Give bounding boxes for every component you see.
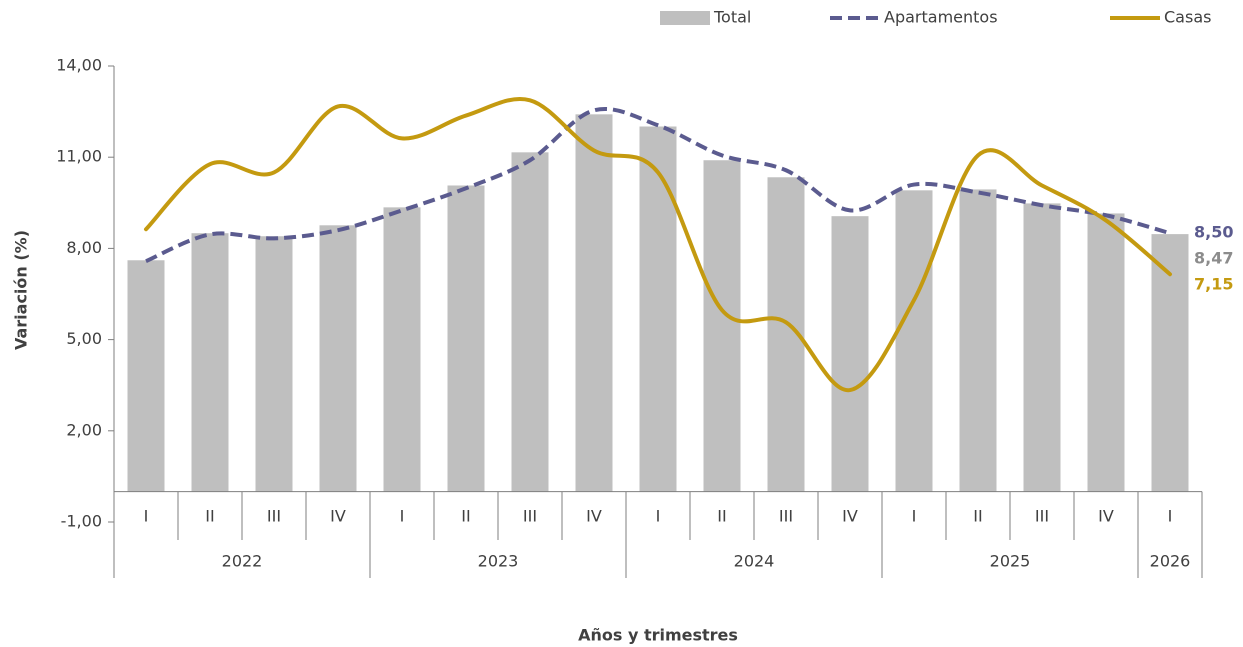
- bar: [255, 236, 293, 492]
- x-tick-label: I: [144, 506, 149, 525]
- bar: [575, 114, 613, 492]
- bar: [831, 216, 869, 492]
- x-tick-label: IV: [842, 506, 858, 525]
- bar: [319, 225, 357, 492]
- bar: [1023, 203, 1061, 492]
- legend-swatch: [660, 11, 710, 25]
- bar: [447, 185, 485, 492]
- x-tick-label: III: [267, 506, 281, 525]
- bar: [1087, 213, 1125, 492]
- x-tick-label: III: [523, 506, 537, 525]
- x-tick-label: IV: [330, 506, 346, 525]
- y-tick-label: 2,00: [66, 420, 102, 439]
- x-tick-label: I: [1168, 506, 1173, 525]
- bar: [127, 260, 165, 492]
- year-label: 2023: [478, 552, 519, 571]
- bar: [703, 160, 741, 492]
- year-label: 2026: [1150, 552, 1191, 571]
- y-tick-label: -1,00: [61, 512, 102, 531]
- dashed-line: [145, 107, 1171, 264]
- y-tick-label: 8,00: [66, 238, 102, 257]
- bar: [895, 190, 933, 492]
- bar: [511, 152, 549, 492]
- bar: [639, 126, 677, 492]
- value-label: 8,50: [1194, 223, 1233, 242]
- bar: [1151, 234, 1189, 492]
- value-label: 8,47: [1194, 249, 1233, 268]
- y-tick-label: 5,00: [66, 329, 102, 348]
- x-tick-label: II: [205, 506, 214, 525]
- legend-label: Casas: [1164, 8, 1211, 27]
- bar: [383, 207, 421, 492]
- x-tick-label: I: [400, 506, 405, 525]
- x-tick-label: II: [973, 506, 982, 525]
- year-label: 2022: [222, 552, 263, 571]
- x-tick-label: I: [656, 506, 661, 525]
- year-label: 2025: [990, 552, 1031, 571]
- bar: [959, 189, 997, 492]
- y-axis-title: Variación (%): [12, 230, 31, 350]
- legend-label: Total: [713, 8, 751, 27]
- bar: [191, 233, 229, 492]
- x-tick-label: II: [461, 506, 470, 525]
- y-tick-label: 11,00: [56, 147, 102, 166]
- x-tick-label: IV: [586, 506, 602, 525]
- legend-label: Apartamentos: [884, 8, 998, 27]
- line: [144, 97, 1172, 393]
- x-tick-label: IV: [1098, 506, 1114, 525]
- x-tick-label: III: [779, 506, 793, 525]
- value-label: 7,15: [1194, 275, 1233, 294]
- x-tick-label: III: [1035, 506, 1049, 525]
- x-tick-label: I: [912, 506, 917, 525]
- x-tick-label: II: [717, 506, 726, 525]
- y-tick-label: 14,00: [56, 56, 102, 75]
- x-axis-title: Años y trimestres: [578, 626, 738, 645]
- year-label: 2024: [734, 552, 775, 571]
